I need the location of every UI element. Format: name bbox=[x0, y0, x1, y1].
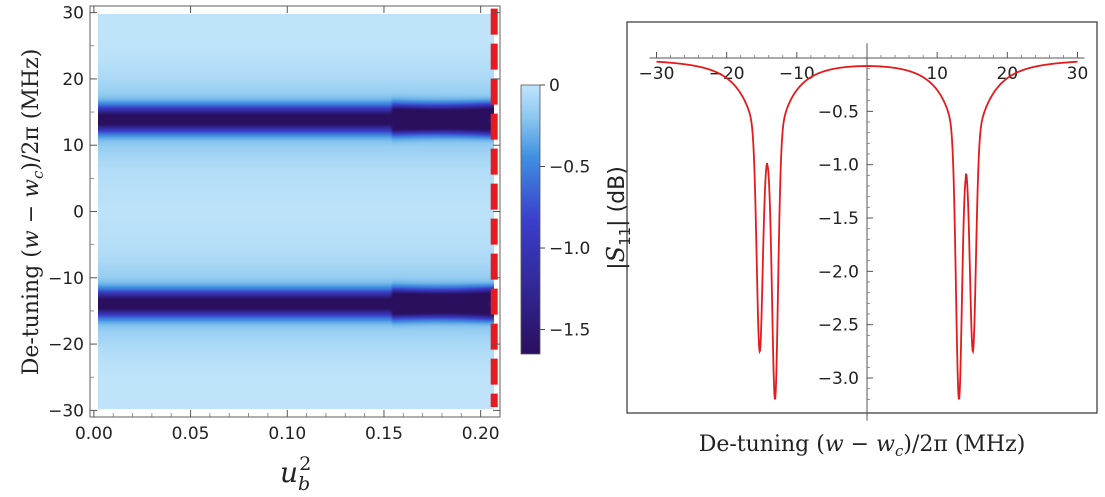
heatmap-y-label-wc: w bbox=[19, 179, 44, 198]
heatmap-y-label-prefix: De-tuning ( bbox=[19, 249, 44, 375]
colorbar-title-sub: 11 bbox=[616, 227, 634, 246]
heatmap-y-axis-title: De-tuning (w − wc)/2π (MHz) bbox=[19, 49, 47, 376]
colorbar-tick-label: −0.5 bbox=[549, 158, 590, 178]
heatmap-y-tick-label: −10 bbox=[48, 269, 84, 289]
reflection-curve-line bbox=[656, 60, 1078, 400]
line-chart-axes bbox=[649, 43, 1085, 421]
line-chart-x-ticks: −30 −20 −10 10 20 30 bbox=[639, 52, 1089, 84]
line-x-tick-label: −10 bbox=[779, 64, 815, 84]
heatmap-x-tick-label: 0.10 bbox=[268, 424, 306, 444]
heatmap-y-label-w: w bbox=[19, 230, 44, 249]
line-y-tick-label: −2.5 bbox=[818, 316, 859, 336]
heatmap-x-label-sup: 2 bbox=[299, 453, 311, 475]
heatmap-y-tick-label: −20 bbox=[48, 335, 84, 355]
colorbar-gradient bbox=[520, 84, 541, 355]
heatmap-y-ticks: −30 −20 −10 0 10 20 30 bbox=[48, 4, 500, 421]
heatmap-y-label-suffix: )/2π (MHz) bbox=[19, 49, 44, 171]
heatmap-y-tick-label: 30 bbox=[62, 4, 84, 24]
line-y-tick-label: −2.0 bbox=[818, 262, 859, 282]
heatmap-y-tick-label: 10 bbox=[62, 136, 84, 156]
line-x-tick-label: 10 bbox=[926, 64, 948, 84]
line-chart-y-ticks: −0.5 −1.0 −1.5 −2.0 −2.5 −3.0 bbox=[818, 68, 873, 400]
heatmap-x-tick-label: 0.05 bbox=[172, 424, 210, 444]
heatmap-x-tick-label: 0.20 bbox=[462, 424, 500, 444]
colorbar-title-s: S bbox=[602, 246, 630, 262]
line-chart: −30 −20 −10 10 20 30 −0.5 −1.0 −1.5 −2.0 −2.5 −3.0… bbox=[626, 21, 1098, 460]
line-x-label-wc-sub: c bbox=[895, 442, 904, 460]
heatmap-y-label-minus: − bbox=[19, 198, 44, 230]
heatmap-x-label-sub: b bbox=[298, 473, 310, 495]
line-x-label-wc: w bbox=[876, 432, 895, 457]
line-y-tick-label: −1.0 bbox=[818, 156, 859, 176]
line-y-tick-label: −3.0 bbox=[818, 369, 859, 389]
heatmap-x-tick-label: 0.00 bbox=[75, 424, 113, 444]
colorbar-ticks: 0 −0.5 −1.0 −1.5 bbox=[540, 76, 590, 341]
heatmap-x-tick-label: 0.15 bbox=[365, 424, 403, 444]
line-x-label-prefix: De-tuning ( bbox=[699, 432, 825, 457]
line-y-tick-label: −1.5 bbox=[818, 209, 859, 229]
colorbar: 0 −0.5 −1.0 −1.5 |S11| (dB) bbox=[520, 76, 634, 355]
line-x-label-w: w bbox=[825, 432, 844, 457]
colorbar-title-prefix: | bbox=[605, 262, 630, 269]
heatmap-chart: 0.00 0.05 0.10 0.15 0.20 −30 −20 −10 0 10 20 30 ub… bbox=[19, 4, 501, 495]
line-x-tick-label: 30 bbox=[1067, 64, 1089, 84]
line-x-tick-label: −30 bbox=[639, 64, 675, 84]
heatmap-x-ticks: 0.00 0.05 0.10 0.15 0.20 bbox=[75, 6, 500, 444]
colorbar-title: |S11| (dB) bbox=[602, 166, 634, 270]
heatmap-y-tick-label: −30 bbox=[48, 401, 84, 421]
line-x-label-suffix: )/2π (MHz) bbox=[903, 432, 1025, 457]
line-x-tick-label: 20 bbox=[997, 64, 1019, 84]
heatmap-field bbox=[98, 14, 494, 409]
line-chart-x-axis-title: De-tuning (w − wc)/2π (MHz) bbox=[699, 432, 1026, 460]
colorbar-tick-label: −1.5 bbox=[549, 321, 590, 341]
heatmap-y-tick-label: 0 bbox=[73, 203, 84, 223]
line-x-tick-label: −20 bbox=[709, 64, 745, 84]
heatmap-y-tick-label: 20 bbox=[62, 70, 84, 90]
reflection-dips bbox=[759, 351, 973, 400]
colorbar-title-suffix: | (dB) bbox=[605, 166, 630, 227]
line-x-label-minus: − bbox=[844, 432, 876, 457]
heatmap-x-label-main: u bbox=[280, 456, 298, 489]
colorbar-tick-label: −1.0 bbox=[549, 239, 590, 259]
line-chart-frame bbox=[626, 21, 1098, 414]
heatmap-x-axis-title: ub2 bbox=[280, 453, 311, 495]
heatmap-y-label-wc-sub: c bbox=[29, 170, 47, 179]
colorbar-tick-label: 0 bbox=[549, 76, 560, 96]
line-y-tick-label: −0.5 bbox=[818, 102, 859, 122]
